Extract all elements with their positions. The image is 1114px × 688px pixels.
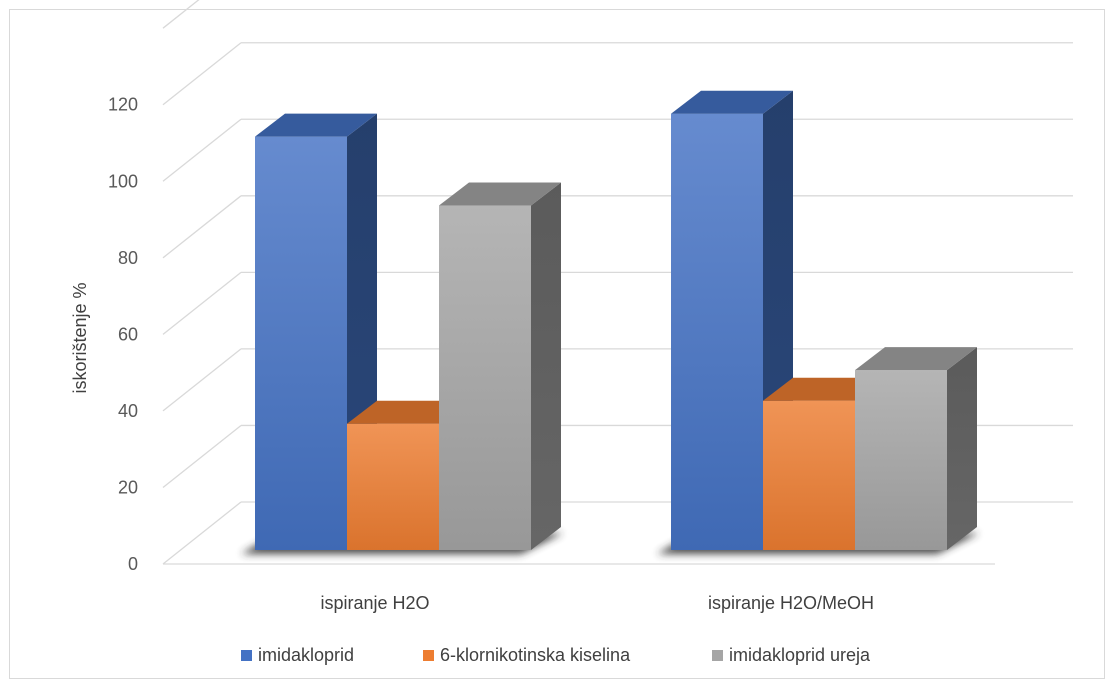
y-tick-label: 20 (118, 477, 138, 497)
gridline-side (162, 348, 242, 412)
x-axis-categories: ispiranje H2O ispiranje H2O/MeOH (320, 593, 874, 613)
y-axis-ticks: 0 20 40 60 80 100 120 (108, 95, 138, 574)
bar-top (255, 113, 377, 137)
bars (255, 90, 977, 551)
bar-front (763, 400, 855, 550)
y-tick-label: 60 (118, 324, 138, 344)
gridline-side (162, 501, 242, 565)
gridline-side (162, 0, 200, 29)
legend: imidakloprid 6-klornikotinska kiselina imi… (241, 645, 871, 665)
bar-top (855, 347, 977, 371)
bar (671, 90, 793, 550)
bar-top (763, 377, 885, 401)
legend-swatch (241, 650, 252, 661)
bar-front (347, 423, 439, 550)
gridline-side (162, 118, 242, 182)
bar-front (255, 136, 347, 550)
bar-top (347, 400, 469, 424)
gridline-side (162, 195, 242, 259)
bar-top (671, 90, 793, 114)
gridline-side (162, 42, 242, 106)
legend-swatch (712, 650, 723, 661)
bar-top (439, 182, 561, 206)
y-tick-label: 120 (108, 95, 138, 115)
y-tick-label: 0 (128, 554, 138, 574)
bar (255, 113, 377, 551)
bar-front (439, 205, 531, 550)
gridline-side (162, 424, 242, 488)
y-tick-label: 40 (118, 401, 138, 421)
bar (855, 347, 977, 550)
bar (439, 182, 561, 550)
y-tick-label: 80 (118, 248, 138, 268)
legend-label: imidakloprid (258, 645, 354, 665)
bar-side (947, 347, 977, 550)
x-category-label: ispiranje H2O/MeOH (708, 593, 874, 613)
x-category-label: ispiranje H2O (320, 593, 429, 613)
legend-label: 6-klornikotinska kiselina (440, 645, 631, 665)
gridline-side (162, 271, 242, 335)
legend-label: imidakloprid ureja (729, 645, 871, 665)
y-tick-label: 100 (108, 171, 138, 191)
bar-front (671, 113, 763, 550)
y-axis-title: iskorištenje % (70, 282, 90, 393)
bar-front (855, 370, 947, 550)
legend-swatch (423, 650, 434, 661)
bar-side (531, 182, 561, 550)
